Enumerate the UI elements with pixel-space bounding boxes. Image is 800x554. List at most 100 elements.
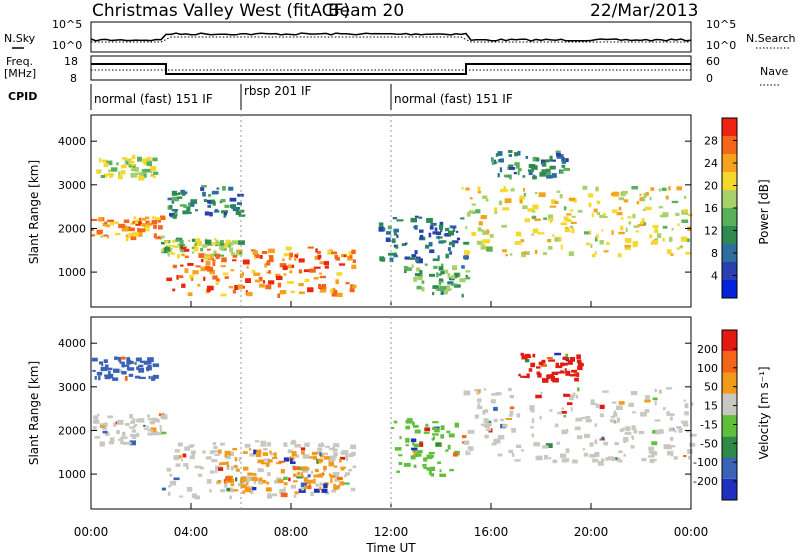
velocity-region-1	[91, 356, 160, 381]
power-cell	[414, 273, 421, 277]
velocity-cell	[243, 466, 249, 471]
velocity-cell	[169, 480, 177, 486]
velocity-cell	[290, 441, 297, 445]
power-cell	[194, 242, 199, 246]
velocity-cell	[594, 452, 600, 457]
power-cell	[314, 256, 318, 260]
power-cell	[212, 261, 216, 266]
velocity-cell	[242, 451, 248, 454]
power-cell	[203, 276, 206, 281]
power-cell	[424, 263, 428, 266]
velocity-cell	[412, 440, 415, 446]
velocity-cell	[430, 454, 434, 458]
velocity-cell	[585, 416, 591, 419]
velocity-cell	[100, 367, 108, 372]
power-cell	[685, 251, 691, 255]
velocity-cell	[94, 376, 97, 380]
power-cell	[179, 243, 184, 249]
power-colorbar-swatch-8	[722, 136, 737, 154]
power-cell	[219, 240, 224, 245]
power-cell	[571, 228, 575, 233]
power-cell	[513, 172, 517, 175]
velocity-cell	[266, 481, 270, 485]
power-cell	[294, 254, 299, 259]
velocity-cell	[623, 436, 629, 442]
power-cell	[650, 187, 655, 191]
velocity-cell	[673, 430, 677, 433]
velocity-cell	[505, 418, 513, 420]
power-cell	[594, 251, 597, 255]
power-cell	[396, 234, 399, 239]
velocity-cell	[683, 455, 687, 458]
velocity-cell	[276, 462, 282, 465]
cpid-segment-2: normal (fast) 151 IF	[394, 92, 513, 106]
power-cell	[175, 239, 181, 242]
power-cell	[145, 216, 150, 220]
power-cell	[451, 275, 457, 279]
velocity-cell	[127, 367, 135, 371]
power-cell	[181, 243, 186, 248]
velocity-cell	[161, 487, 166, 491]
power-cell	[222, 272, 229, 276]
power-cell	[181, 193, 186, 196]
velocity-cell	[666, 387, 673, 390]
velocity-cell	[337, 477, 342, 480]
velocity-cell	[577, 362, 583, 366]
power-cell	[439, 285, 446, 289]
power-cell	[505, 200, 509, 204]
velocity-cell	[234, 457, 238, 462]
velocity-cell	[310, 491, 314, 496]
power-cell	[330, 288, 333, 294]
velocity-cell	[267, 494, 272, 499]
power-cell	[452, 226, 456, 230]
power-cell	[632, 241, 639, 246]
power-cell	[144, 229, 150, 232]
power-cell	[144, 224, 150, 229]
power-cell	[447, 247, 451, 251]
power-cell	[141, 217, 146, 221]
power-cell	[393, 254, 398, 258]
velocity-cell	[522, 375, 530, 378]
power-cell	[167, 252, 170, 257]
power-cell	[595, 234, 599, 239]
velocity-cell	[332, 448, 338, 452]
velocity-cell	[329, 475, 336, 478]
power-cell	[128, 227, 135, 232]
velocity-cell	[333, 452, 338, 456]
velocity-cell	[178, 442, 183, 447]
power-cell	[317, 254, 322, 258]
power-cell	[251, 269, 256, 273]
power-cell	[454, 273, 459, 278]
power-cell	[448, 231, 454, 236]
power-cell	[568, 251, 574, 257]
power-cell	[134, 166, 139, 172]
velocity-cell	[108, 373, 114, 379]
velocity-cell	[531, 418, 535, 424]
velocity-cell	[516, 413, 521, 418]
velocity-cell	[181, 458, 183, 462]
power-cell	[389, 257, 394, 263]
power-cell	[429, 249, 435, 254]
power-cell	[489, 234, 494, 238]
velocity-cell	[463, 390, 471, 396]
velocity-cell	[564, 458, 570, 463]
power-cell	[130, 167, 135, 170]
velocity-cell	[511, 428, 516, 433]
velocity-cell	[423, 457, 428, 462]
velocity-cell	[116, 430, 120, 435]
velocity-cell	[655, 429, 661, 435]
velocity-cell	[128, 360, 134, 365]
cpid-label: CPID	[8, 90, 37, 103]
power-cell	[215, 239, 219, 243]
power-cell	[611, 209, 618, 213]
velocity-cell	[565, 370, 571, 376]
velocity-cell	[484, 424, 490, 428]
power-cell	[351, 264, 357, 270]
velocity-cell	[614, 442, 619, 446]
power-cell	[515, 231, 522, 237]
velocity-cell	[280, 492, 288, 498]
power-cell	[269, 255, 274, 261]
velocity-cell	[138, 367, 145, 373]
velocity-cell	[542, 378, 549, 383]
velocity-cell	[220, 442, 225, 446]
